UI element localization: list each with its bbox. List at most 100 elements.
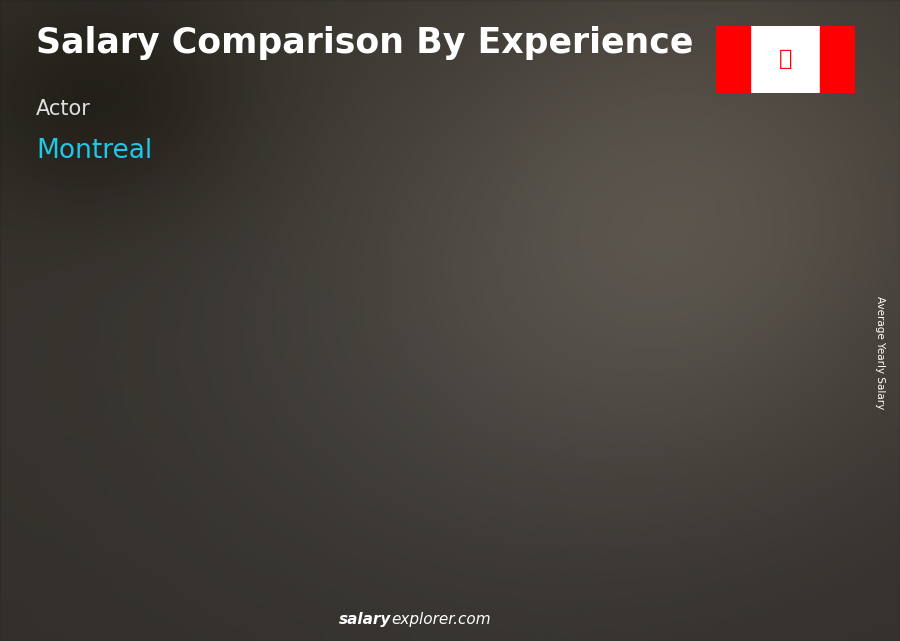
- Bar: [67, 435, 68, 577]
- Bar: [211, 387, 212, 577]
- Bar: [201, 387, 202, 577]
- Bar: [217, 387, 218, 577]
- Bar: [219, 387, 220, 577]
- Bar: [535, 277, 536, 577]
- Bar: [734, 232, 736, 577]
- Bar: [238, 387, 239, 577]
- Bar: [467, 277, 469, 577]
- Bar: [633, 249, 634, 577]
- Bar: [262, 387, 263, 577]
- Bar: [493, 277, 494, 577]
- Bar: [245, 387, 246, 577]
- Bar: [345, 329, 346, 577]
- Bar: [333, 329, 334, 577]
- Bar: [117, 435, 118, 577]
- Bar: [601, 249, 602, 577]
- Bar: [378, 329, 379, 577]
- Bar: [615, 249, 616, 577]
- Bar: [634, 249, 636, 577]
- Bar: [503, 277, 505, 577]
- Bar: [739, 232, 741, 577]
- Bar: [266, 387, 267, 577]
- Bar: [470, 277, 471, 577]
- Text: Average Yearly Salary: Average Yearly Salary: [875, 296, 886, 409]
- Bar: [213, 387, 214, 577]
- Bar: [635, 249, 637, 577]
- Bar: [131, 435, 133, 577]
- Text: explorer.com: explorer.com: [392, 612, 491, 627]
- Bar: [70, 435, 72, 577]
- Bar: [349, 329, 350, 577]
- Bar: [74, 435, 75, 577]
- Bar: [795, 232, 796, 577]
- Bar: [83, 435, 85, 577]
- Bar: [247, 387, 248, 577]
- Bar: [475, 277, 477, 577]
- Bar: [665, 249, 666, 577]
- Bar: [526, 277, 528, 577]
- Bar: [218, 387, 219, 577]
- Bar: [497, 277, 498, 577]
- Bar: [523, 277, 525, 577]
- Bar: [611, 249, 613, 577]
- Text: 119,000 CAD: 119,000 CAD: [193, 367, 275, 381]
- Polygon shape: [135, 435, 143, 577]
- Bar: [243, 387, 245, 577]
- Bar: [820, 26, 855, 93]
- Bar: [202, 387, 204, 577]
- Bar: [382, 329, 384, 577]
- Bar: [342, 329, 344, 577]
- Bar: [781, 232, 782, 577]
- Polygon shape: [269, 387, 277, 577]
- Bar: [532, 277, 534, 577]
- Bar: [500, 277, 501, 577]
- Bar: [659, 249, 661, 577]
- Bar: [75, 435, 76, 577]
- Bar: [250, 387, 251, 577]
- Bar: [234, 387, 235, 577]
- Bar: [491, 277, 493, 577]
- Bar: [359, 329, 361, 577]
- Bar: [499, 277, 500, 577]
- Polygon shape: [670, 249, 678, 577]
- Bar: [255, 387, 256, 577]
- Bar: [205, 387, 206, 577]
- Bar: [754, 232, 756, 577]
- Bar: [762, 232, 764, 577]
- Bar: [241, 387, 242, 577]
- Bar: [501, 277, 502, 577]
- Bar: [381, 329, 382, 577]
- Bar: [510, 277, 511, 577]
- Bar: [248, 387, 249, 577]
- Bar: [765, 232, 766, 577]
- Bar: [235, 387, 237, 577]
- Bar: [357, 329, 358, 577]
- Bar: [752, 232, 753, 577]
- Bar: [263, 387, 265, 577]
- Bar: [607, 249, 608, 577]
- Bar: [366, 329, 368, 577]
- Bar: [389, 329, 390, 577]
- Text: +5%: +5%: [679, 176, 725, 194]
- Bar: [126, 435, 127, 577]
- Bar: [259, 387, 261, 577]
- Bar: [215, 387, 217, 577]
- Bar: [91, 435, 93, 577]
- Bar: [210, 387, 211, 577]
- Bar: [647, 249, 649, 577]
- Bar: [508, 277, 509, 577]
- Bar: [386, 329, 387, 577]
- Bar: [637, 249, 638, 577]
- Bar: [626, 249, 628, 577]
- Bar: [222, 387, 224, 577]
- Bar: [115, 435, 117, 577]
- Bar: [257, 387, 258, 577]
- Bar: [788, 232, 789, 577]
- Bar: [742, 232, 744, 577]
- Bar: [629, 249, 630, 577]
- Bar: [515, 277, 517, 577]
- Text: +30%: +30%: [272, 267, 329, 285]
- Bar: [785, 232, 786, 577]
- Bar: [652, 249, 653, 577]
- Bar: [350, 329, 352, 577]
